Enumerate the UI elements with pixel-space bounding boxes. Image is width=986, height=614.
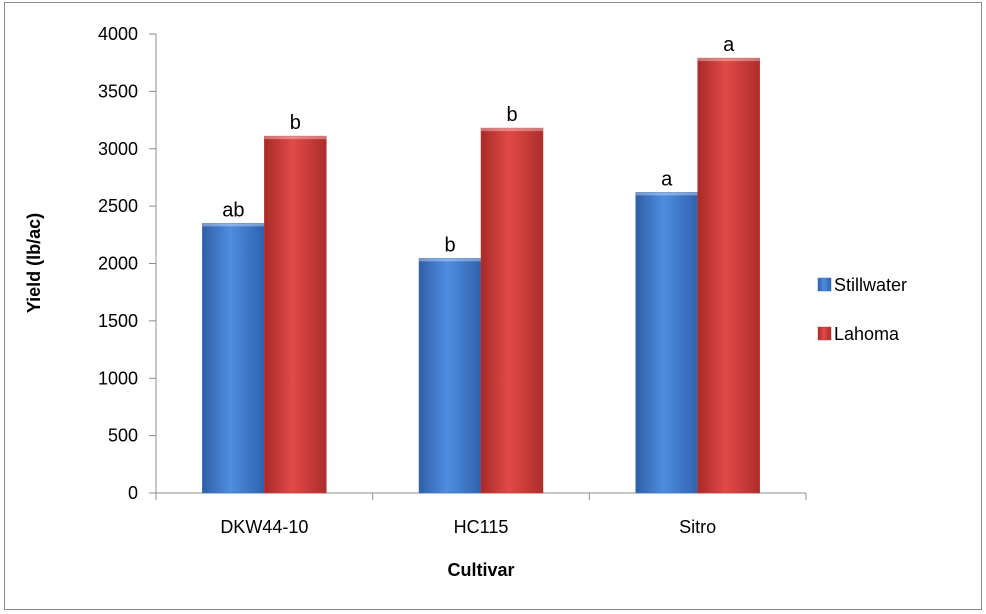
data-label: a <box>723 34 735 56</box>
legend: Stillwater Lahoma <box>817 275 907 344</box>
bar-highlight <box>419 258 481 262</box>
data-label: a <box>661 168 673 190</box>
bars <box>202 57 760 494</box>
data-label: ab <box>222 199 244 221</box>
legend-label-lahoma: Lahoma <box>834 324 900 344</box>
bar-lahoma-dkw44-10 <box>264 135 327 494</box>
x-axis-title: Cultivar <box>447 560 514 580</box>
y-tick-label: 2000 <box>98 254 138 274</box>
data-label: b <box>290 112 301 134</box>
y-tick-label: 2500 <box>98 196 138 216</box>
data-label: b <box>506 104 517 126</box>
y-axis-title: Yield (lb/ac) <box>24 213 44 313</box>
bar-highlight <box>264 136 327 140</box>
y-tick-label: 500 <box>108 426 138 446</box>
bar-highlight <box>202 223 265 227</box>
x-ticks: DKW44-10 HC115 Sitro <box>155 493 807 537</box>
y-tick-label: 0 <box>128 483 138 503</box>
bar-highlight <box>697 58 760 62</box>
data-label: b <box>444 234 455 256</box>
y-tick-label: 1000 <box>98 368 138 388</box>
y-tick-label: 1500 <box>98 311 138 331</box>
x-tick-label: DKW44-10 <box>220 517 308 537</box>
bar-stillwater-dkw44-10 <box>202 223 265 494</box>
bar-stillwater-sitro <box>635 192 698 494</box>
x-tick-label: Sitro <box>679 517 716 537</box>
y-tick-label: 3000 <box>98 139 138 159</box>
legend-swatch-lahoma <box>817 326 832 341</box>
y-ticks: 0 500 1000 1500 2000 2500 3000 3500 4000 <box>98 24 156 503</box>
y-tick-label: 4000 <box>98 24 138 44</box>
bar-lahoma-sitro <box>697 57 760 494</box>
bar-lahoma-hc115 <box>480 127 544 494</box>
legend-label-stillwater: Stillwater <box>834 275 907 295</box>
x-tick-label: HC115 <box>454 517 509 537</box>
bar-highlight <box>481 128 543 132</box>
bar-stillwater-hc115 <box>418 258 482 494</box>
bar-highlight <box>635 192 698 196</box>
y-tick-label: 3500 <box>98 81 138 101</box>
legend-swatch-stillwater <box>817 277 832 292</box>
